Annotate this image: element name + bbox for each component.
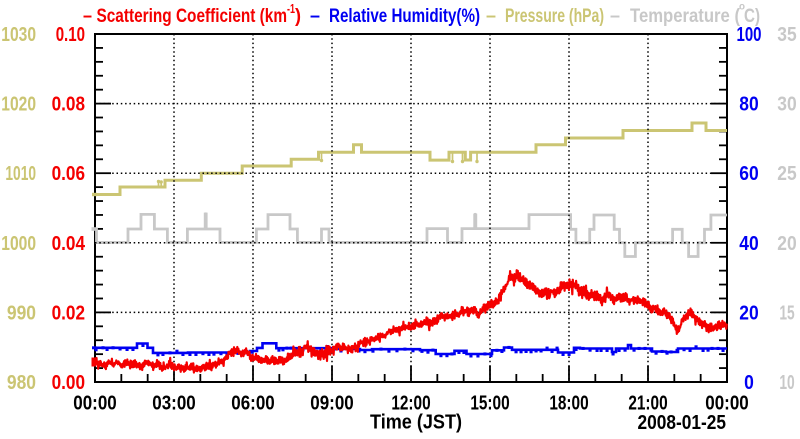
svg-text:990: 990 [7,302,36,324]
svg-text:1030: 1030 [1,24,36,46]
svg-text:10: 10 [779,372,794,394]
svg-text:0.06: 0.06 [52,163,85,185]
svg-text:09:00: 09:00 [310,393,353,415]
svg-text:2008-01-25: 2008-01-25 [638,412,727,434]
svg-text:15: 15 [779,302,794,324]
svg-text:C): C) [744,6,760,27]
svg-text:20: 20 [739,302,758,324]
svg-text:–: – [486,6,496,27]
svg-text:06:00: 06:00 [231,393,274,415]
svg-text:60: 60 [739,163,758,185]
svg-text:18:00: 18:00 [549,393,588,415]
svg-text:o: o [739,2,745,13]
svg-text:00:00: 00:00 [73,393,116,415]
svg-text:0.02: 0.02 [52,302,85,324]
svg-text:80: 80 [739,94,758,116]
svg-text:0.08: 0.08 [52,94,85,116]
svg-text:Pressure (hPa): Pressure (hPa) [505,6,604,27]
svg-text:1000: 1000 [1,233,36,255]
svg-text:–: – [83,6,92,27]
svg-text:980: 980 [7,372,36,394]
svg-text:-1: -1 [287,1,295,16]
svg-text:25: 25 [777,163,796,185]
svg-text:20: 20 [777,233,796,255]
svg-text:00:00: 00:00 [705,393,748,415]
svg-text:1010: 1010 [5,163,36,185]
svg-text:–: – [310,6,320,27]
svg-text:12:00: 12:00 [391,393,430,415]
svg-text:Scattering Coefficient (km: Scattering Coefficient (km [97,6,288,27]
svg-text:–: – [610,6,620,27]
svg-text:30: 30 [777,94,796,116]
svg-text:0.04: 0.04 [52,233,86,255]
svg-text:0: 0 [744,372,754,394]
svg-text:35: 35 [777,24,796,46]
svg-text:15:00: 15:00 [470,393,509,415]
svg-text:Time (JST): Time (JST) [370,412,462,434]
svg-text:21:00: 21:00 [628,393,667,415]
svg-text:0.00: 0.00 [52,372,85,394]
svg-text:Temperature (: Temperature ( [630,6,741,27]
svg-text:0.10: 0.10 [56,24,85,46]
svg-text:Relative Humidity(%): Relative Humidity(%) [329,6,480,27]
svg-text:03:00: 03:00 [152,393,195,415]
svg-text:100: 100 [737,24,762,46]
svg-text:): ) [295,6,301,27]
svg-text:1020: 1020 [1,94,36,116]
svg-text:40: 40 [739,233,758,255]
